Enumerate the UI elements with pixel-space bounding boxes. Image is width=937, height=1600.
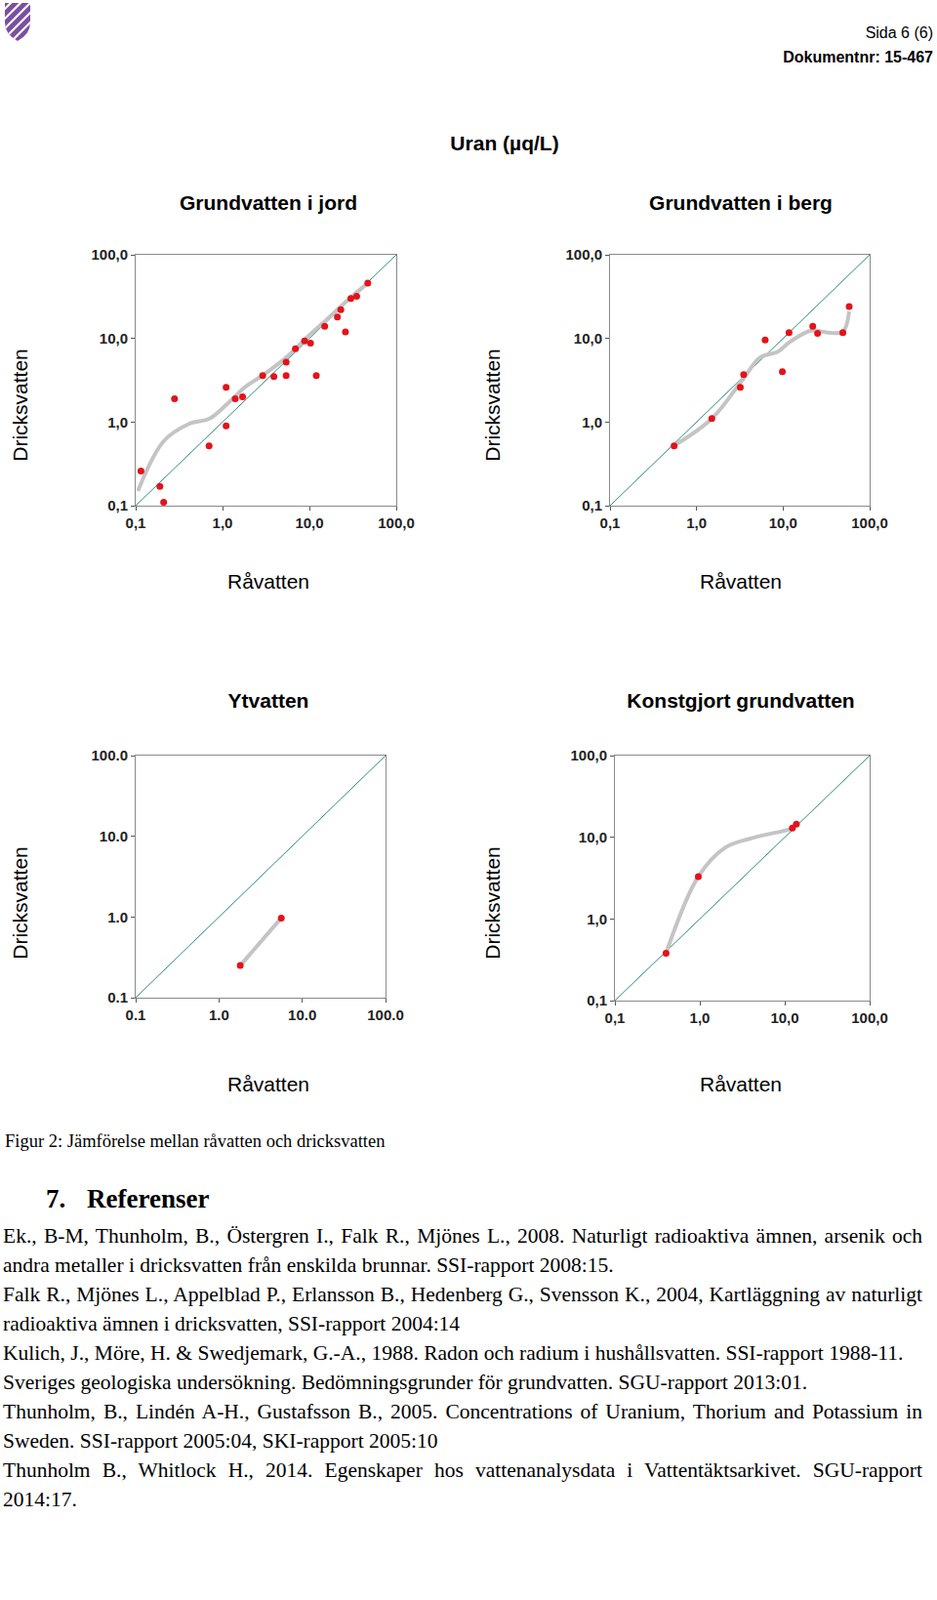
svg-text:0,1: 0,1 xyxy=(605,1009,626,1026)
html-text:Dricksvatten: Dricksvatten xyxy=(8,348,32,462)
html-text:Grundvatten i berg: Grundvatten i berg xyxy=(649,191,833,214)
html-text:Råvatten: Råvatten xyxy=(227,570,310,593)
html-text:Råvatten: Råvatten xyxy=(699,1072,782,1096)
svg-text:100,0: 100,0 xyxy=(570,746,608,764)
svg-text:0,1: 0,1 xyxy=(600,514,621,531)
html-text:Ytvatten: Ytvatten xyxy=(228,689,309,712)
html-text:Råvatten: Råvatten xyxy=(699,570,782,593)
html-text:Dokumentnr: 15-467: Dokumentnr: 15-467 xyxy=(782,48,934,66)
html-text:Råvatten: Råvatten xyxy=(227,1072,310,1096)
svg-text:1.0: 1.0 xyxy=(208,1006,230,1023)
svg-text:1,0: 1,0 xyxy=(107,413,128,431)
svg-text:0.1: 0.1 xyxy=(125,1006,147,1023)
html-text:Grundvatten i jord: Grundvatten i jord xyxy=(179,191,358,214)
svg-text:0.1: 0.1 xyxy=(107,988,128,1006)
svg-text:10,0: 10,0 xyxy=(578,828,608,846)
svg-text:100,0: 100,0 xyxy=(851,514,889,531)
html-text:Kulich, J., Möre, H. & Swedjem: Kulich, J., Möre, H. & Swedjemark, G.-A.… xyxy=(2,1341,904,1365)
html-text:Ek., B-M, Thunholm, B., Österg: Ek., B-M, Thunholm, B., Östergren I., Fa… xyxy=(2,1223,923,1277)
html-text:Thunholm, B., Lindén A-H., Gus: Thunholm, B., Lindén A-H., Gustafsson B.… xyxy=(2,1399,923,1453)
svg-text:1,0: 1,0 xyxy=(212,514,234,531)
svg-text:10,0: 10,0 xyxy=(770,1009,799,1026)
html-text:Dricksvatten: Dricksvatten xyxy=(481,348,504,462)
html-text:Dricksvatten: Dricksvatten xyxy=(8,846,32,960)
html-text:Referenser: Referenser xyxy=(86,1183,210,1214)
svg-text:0,1: 0,1 xyxy=(107,496,128,514)
html-text:Falk R., Mjönes L., Appelblad: Falk R., Mjönes L., Appelblad P., Erlans… xyxy=(2,1282,923,1336)
svg-text:100.0: 100.0 xyxy=(90,746,128,764)
svg-text:100,0: 100,0 xyxy=(851,1009,889,1026)
svg-text:100,0: 100,0 xyxy=(90,245,128,263)
svg-text:0,1: 0,1 xyxy=(125,514,147,531)
html-text:Sida 6 (6): Sida 6 (6) xyxy=(865,24,934,41)
html-text:7.: 7. xyxy=(45,1183,66,1214)
svg-text:10.0: 10.0 xyxy=(287,1006,317,1023)
html-text:Sveriges geologiska undersökni: Sveriges geologiska undersökning. Bedömn… xyxy=(2,1370,808,1394)
html-text:Uran (µq/L): Uran (µq/L) xyxy=(450,131,559,155)
svg-text:1,0: 1,0 xyxy=(581,413,603,431)
svg-text:1.0: 1.0 xyxy=(107,908,128,926)
svg-text:1,0: 1,0 xyxy=(686,514,707,531)
html-text:Figur 2: Jämförelse mellan råv: Figur 2: Jämförelse mellan råvatten och … xyxy=(4,1131,385,1151)
svg-text:1,0: 1,0 xyxy=(586,910,608,928)
html-text:Konstgjort grundvatten: Konstgjort grundvatten xyxy=(626,689,855,712)
svg-text:10,0: 10,0 xyxy=(294,514,324,531)
svg-text:1,0: 1,0 xyxy=(690,1009,711,1026)
svg-text:100,0: 100,0 xyxy=(377,514,415,531)
svg-text:10,0: 10,0 xyxy=(573,329,603,347)
svg-text:100.0: 100.0 xyxy=(366,1006,405,1023)
svg-text:0,1: 0,1 xyxy=(586,991,608,1009)
svg-text:100,0: 100,0 xyxy=(565,245,603,263)
svg-text:10,0: 10,0 xyxy=(769,514,798,531)
svg-text:0,1: 0,1 xyxy=(581,496,603,514)
html-text:Thunholm B., Whitlock H., 2014: Thunholm B., Whitlock H., 2014. Egenskap… xyxy=(2,1458,923,1511)
svg-text:10,0: 10,0 xyxy=(99,329,128,347)
html-text:Dricksvatten: Dricksvatten xyxy=(481,846,504,960)
svg-text:10.0: 10.0 xyxy=(99,827,128,845)
